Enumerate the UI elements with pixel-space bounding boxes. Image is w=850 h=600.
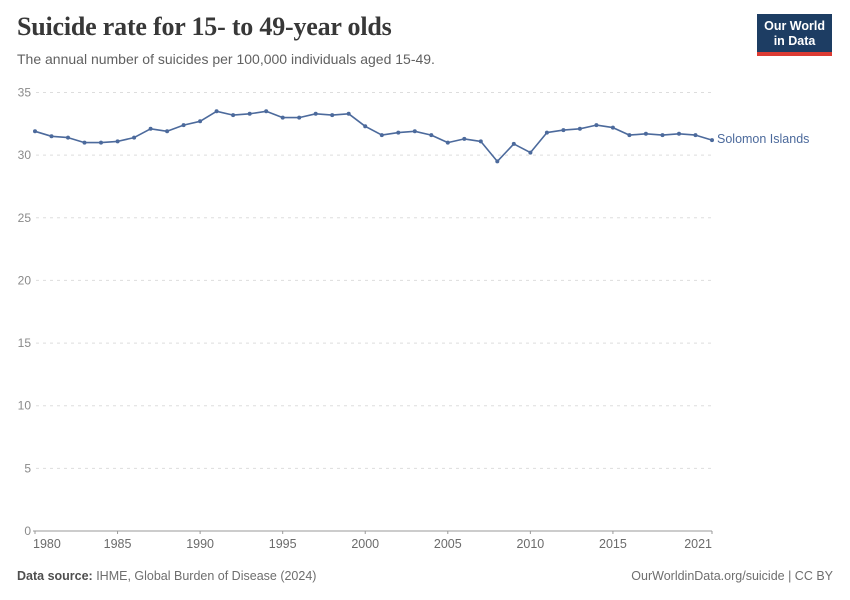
- chart-subtitle: The annual number of suicides per 100,00…: [17, 51, 435, 67]
- data-point: [330, 113, 335, 118]
- y-tick-label: 0: [24, 524, 31, 538]
- data-point: [231, 113, 236, 118]
- data-point: [33, 129, 37, 134]
- data-point: [462, 136, 467, 141]
- data-point: [693, 133, 698, 138]
- data-point: [594, 123, 599, 128]
- data-point: [478, 139, 483, 144]
- data-point: [99, 140, 103, 145]
- data-point: [379, 133, 384, 138]
- data-point: [264, 109, 269, 114]
- owid-logo: Our World in Data: [757, 14, 832, 56]
- y-tick-label: 15: [18, 336, 32, 350]
- attribution-link[interactable]: OurWorldinData.org/suicide | CC BY: [631, 569, 833, 583]
- y-tick-label: 5: [24, 461, 31, 475]
- y-tick-label: 25: [18, 211, 32, 225]
- data-point: [346, 111, 351, 116]
- y-tick-label: 20: [18, 273, 32, 287]
- data-point: [214, 109, 219, 114]
- data-point: [429, 133, 434, 138]
- data-point: [561, 128, 566, 133]
- data-point: [627, 133, 632, 138]
- data-point: [247, 111, 252, 116]
- data-point: [660, 133, 665, 138]
- data-point: [82, 140, 87, 145]
- x-tick-label: 2021: [684, 537, 712, 551]
- data-point: [528, 150, 533, 155]
- y-tick-label: 35: [18, 85, 32, 99]
- x-tick-label: 2005: [434, 537, 462, 551]
- data-point: [396, 130, 401, 135]
- series-line: [34, 110, 713, 163]
- x-tick-label: 2010: [516, 537, 544, 551]
- data-point: [313, 111, 318, 116]
- data-point: [49, 134, 54, 139]
- x-tick-label: 2000: [351, 537, 379, 551]
- data-point: [412, 129, 417, 134]
- y-tick-label: 30: [18, 148, 32, 162]
- data-point: [181, 123, 186, 128]
- data-point: [198, 119, 203, 124]
- owid-logo-line2: in Data: [773, 33, 816, 48]
- y-tick-label: 10: [18, 399, 32, 413]
- data-point: [495, 159, 500, 164]
- data-point: [445, 140, 450, 145]
- x-tick-label: 1995: [269, 537, 297, 551]
- data-point: [148, 126, 153, 131]
- data-source-text: IHME, Global Burden of Disease (2024): [92, 569, 317, 583]
- series-label[interactable]: Solomon Islands: [717, 132, 810, 147]
- data-point: [280, 115, 285, 120]
- data-point: [165, 129, 170, 134]
- data-point: [677, 131, 681, 136]
- x-tick-label: 1980: [33, 537, 61, 551]
- data-point: [132, 135, 137, 140]
- data-point: [297, 115, 302, 120]
- x-tick-label: 1990: [186, 537, 214, 551]
- data-point: [363, 124, 368, 129]
- data-point: [643, 131, 648, 136]
- data-point: [66, 135, 70, 140]
- data-source-label: Data source:: [17, 569, 93, 583]
- data-source-note: Data source: IHME, Global Burden of Dise…: [17, 569, 316, 583]
- data-point: [544, 130, 549, 135]
- data-point: [577, 126, 582, 131]
- data-point: [115, 139, 120, 144]
- data-point: [710, 138, 714, 143]
- x-tick-label: 2015: [599, 537, 627, 551]
- x-tick-label: 1985: [104, 537, 132, 551]
- data-point: [511, 141, 516, 146]
- page-title: Suicide rate for 15- to 49-year olds: [17, 12, 392, 41]
- data-point: [610, 125, 615, 130]
- owid-logo-line1: Our World: [764, 19, 825, 33]
